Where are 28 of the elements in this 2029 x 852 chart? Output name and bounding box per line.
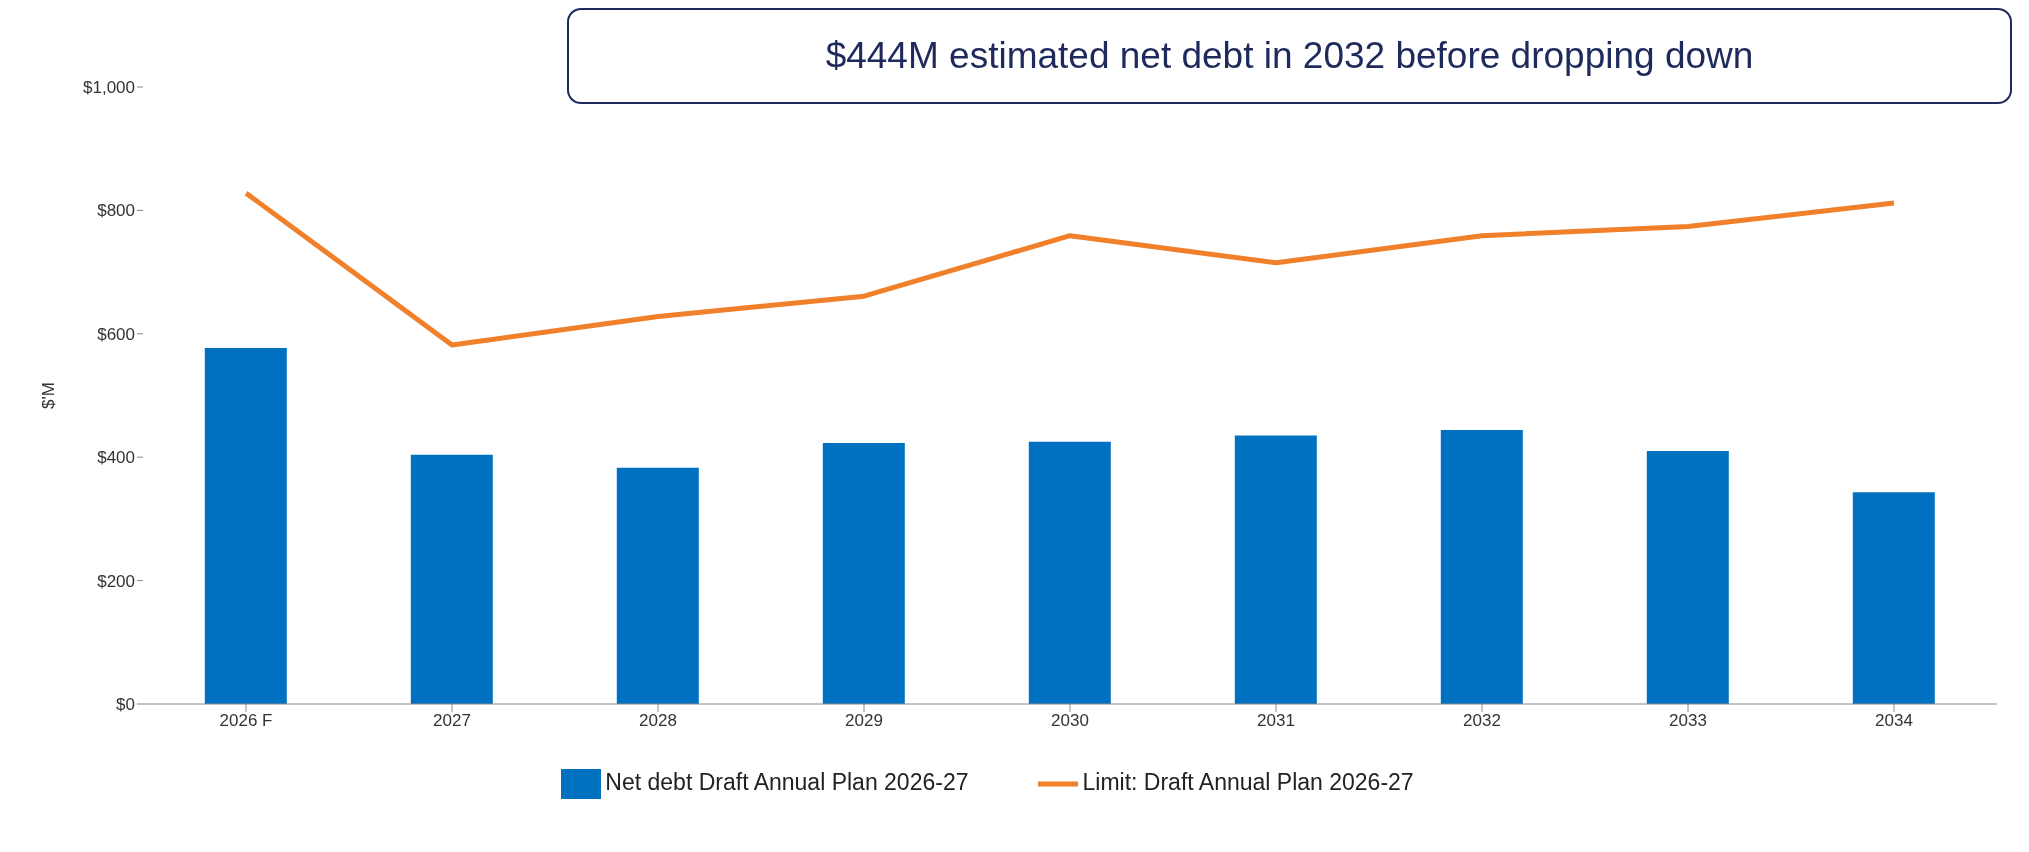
y-tick-label: $800 xyxy=(97,201,135,221)
x-tick-label: 2034 xyxy=(1875,711,1913,731)
y-tick-label: $400 xyxy=(97,448,135,468)
legend-label: Net debt Draft Annual Plan 2026-27 xyxy=(605,769,969,796)
bar xyxy=(1028,441,1111,704)
chart-title: $444M estimated net debt in 2032 before dropping down xyxy=(567,8,2012,104)
bar xyxy=(1852,492,1935,704)
y-tick-label: $1,000 xyxy=(83,78,135,98)
bar xyxy=(822,443,905,704)
bar xyxy=(410,454,493,704)
x-tick-label: 2030 xyxy=(1051,711,1089,731)
y-axis-title: $'M xyxy=(39,382,59,409)
bar xyxy=(204,347,287,704)
x-tick-label: 2032 xyxy=(1463,711,1501,731)
y-tick-label: $200 xyxy=(97,571,135,591)
x-tick-label: 2027 xyxy=(433,711,471,731)
x-tick-label: 2031 xyxy=(1257,711,1295,731)
bar xyxy=(616,467,699,704)
x-tick-label: 2028 xyxy=(639,711,677,731)
x-tick-label: 2029 xyxy=(845,711,883,731)
y-tick-label: $0 xyxy=(116,695,135,715)
y-tick-label: $600 xyxy=(97,324,135,344)
bar xyxy=(1234,435,1317,704)
x-tick-label: 2026 F xyxy=(219,711,273,731)
legend-label: Limit: Draft Annual Plan 2026-27 xyxy=(1082,769,1414,796)
bar xyxy=(1646,451,1729,704)
bar xyxy=(1440,430,1523,704)
x-tick-label: 2033 xyxy=(1669,711,1707,731)
